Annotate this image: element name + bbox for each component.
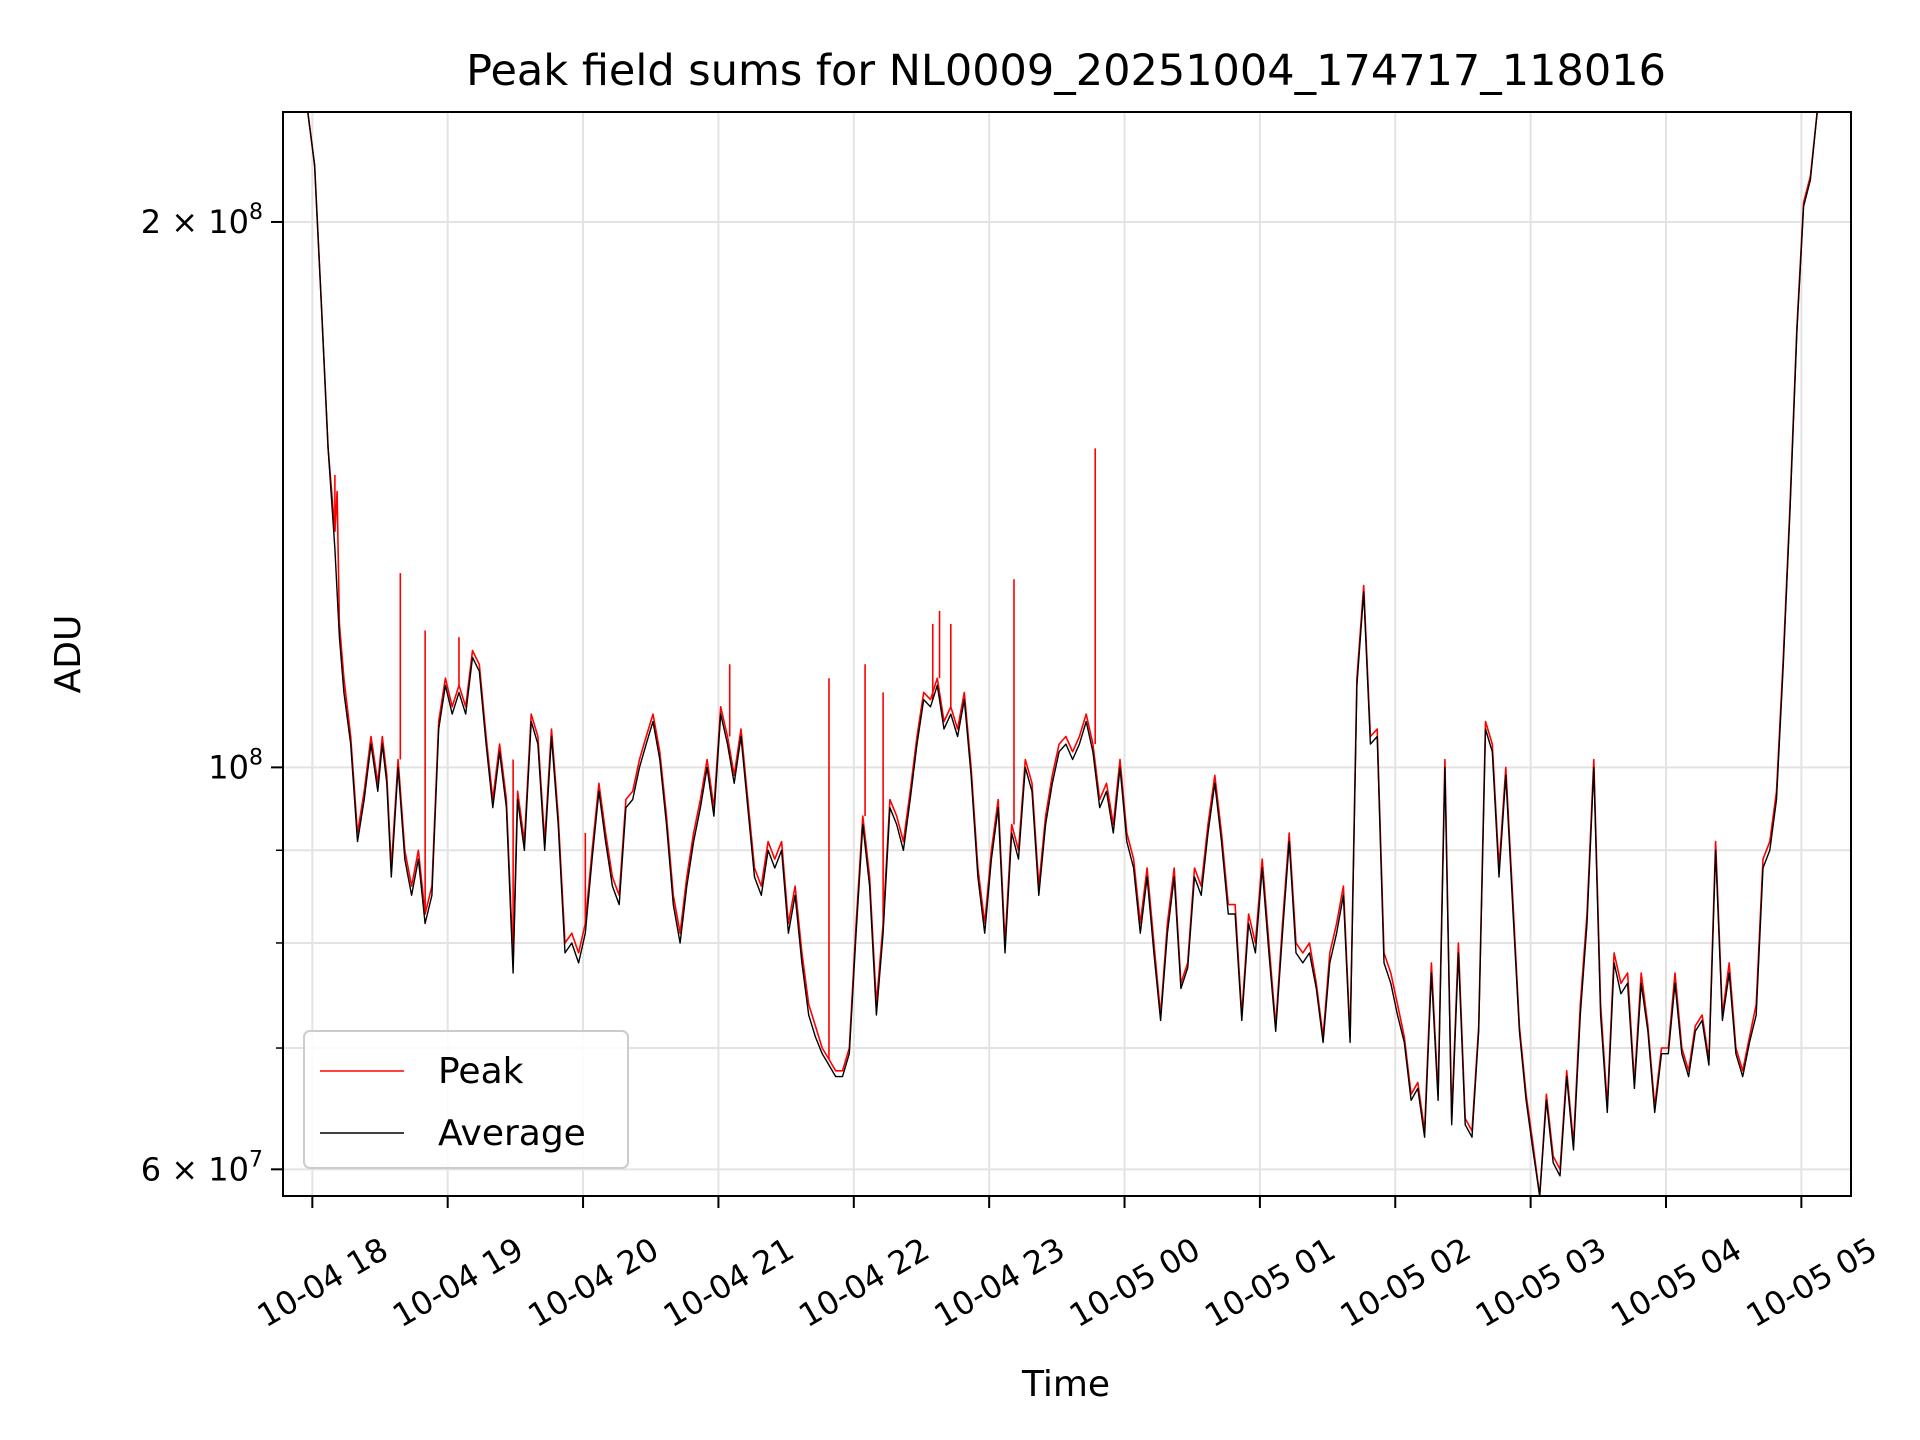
chart-title: Peak field sums for NL0009_20251004_1747…: [466, 46, 1666, 96]
legend-label-average: Average: [438, 1113, 586, 1154]
y-axis-label: ADU: [48, 615, 89, 694]
y-tick-label: 2 × 108: [141, 200, 263, 241]
legend: Peak Average: [303, 1030, 629, 1169]
y-tick-label: 108: [208, 745, 263, 786]
plot-frame: [282, 111, 1852, 1197]
x-axis-label: Time: [1021, 1364, 1110, 1405]
plot-layer: [307, 112, 1818, 1196]
y-tick-label: 6 × 107: [141, 1147, 263, 1188]
series-line-average: [307, 112, 1818, 1196]
legend-label-peak: Peak: [438, 1051, 524, 1092]
